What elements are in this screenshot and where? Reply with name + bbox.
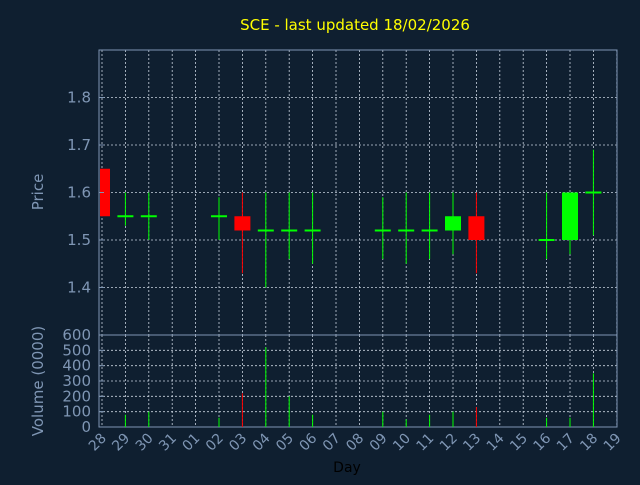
x-tick-label: 07 xyxy=(320,431,344,455)
x-tick-label: 05 xyxy=(273,431,297,455)
volume-tick-label: 200 xyxy=(62,387,91,405)
price-tick-label: 1.4 xyxy=(67,279,91,297)
x-tick-label: 04 xyxy=(250,430,274,454)
candle-body xyxy=(468,216,485,240)
x-tick-label: 15 xyxy=(507,431,531,455)
x-tick-label: 17 xyxy=(554,431,578,455)
x-tick-label: 11 xyxy=(414,431,438,455)
x-tick-label: 12 xyxy=(437,431,461,455)
volume-tick-label: 600 xyxy=(62,326,91,344)
candle-body xyxy=(445,216,461,231)
x-tick-label: 31 xyxy=(156,431,180,455)
x-tick-label: 29 xyxy=(109,431,133,455)
price-tick-label: 1.5 xyxy=(67,231,91,249)
volume-axis-label: Volume (0000) xyxy=(29,326,47,436)
x-tick-label: 08 xyxy=(343,431,367,455)
volume-tick-label: 300 xyxy=(62,372,91,390)
x-tick-label: 18 xyxy=(577,431,601,455)
volume-tick-label: 500 xyxy=(62,341,91,359)
x-tick-label: 30 xyxy=(133,431,157,455)
volume-tick-label: 0 xyxy=(81,418,91,436)
x-tick-label: 01 xyxy=(180,431,204,455)
price-axis-label: Price xyxy=(29,174,47,211)
chart-title: SCE - last updated 18/02/2026 xyxy=(240,16,470,34)
x-tick-label: 13 xyxy=(460,431,484,455)
x-tick-label: 14 xyxy=(484,430,508,454)
x-tick-label: 16 xyxy=(531,430,555,454)
x-tick-label: 10 xyxy=(390,431,414,455)
volume-tick-label: 100 xyxy=(62,403,91,421)
candle-body xyxy=(234,216,251,231)
price-tick-label: 1.6 xyxy=(67,184,91,202)
price-tick-label: 1.7 xyxy=(67,136,91,154)
x-tick-label: 09 xyxy=(367,431,391,455)
plot-frame xyxy=(98,49,618,428)
x-tick-label: 19 xyxy=(601,431,625,455)
volume-tick-label: 400 xyxy=(62,357,91,375)
marks xyxy=(100,149,602,427)
candle-body xyxy=(100,168,110,217)
candle-body xyxy=(562,192,578,240)
x-tick-label: 02 xyxy=(203,431,227,455)
x-tick-label: 03 xyxy=(226,431,250,455)
grid xyxy=(99,50,618,427)
x-tick-label: 06 xyxy=(297,430,321,454)
price-tick-label: 1.8 xyxy=(67,89,91,107)
x-axis-label: Day xyxy=(333,460,361,476)
